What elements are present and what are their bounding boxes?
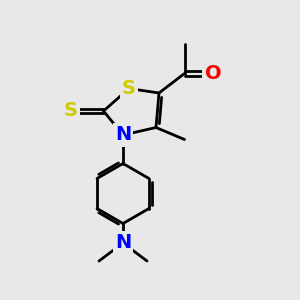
Text: S: S (122, 79, 136, 98)
Text: N: N (115, 125, 131, 145)
Text: S: S (64, 101, 77, 121)
Text: O: O (205, 64, 221, 83)
Text: N: N (115, 233, 131, 253)
